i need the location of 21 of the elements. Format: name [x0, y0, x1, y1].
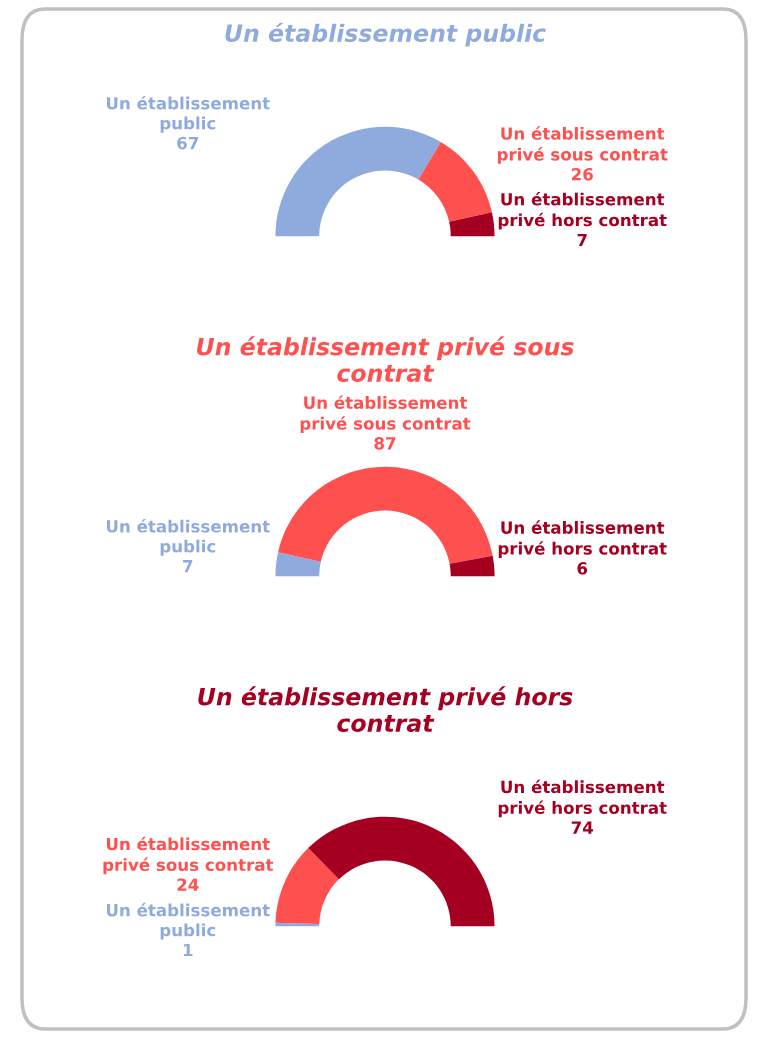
chart-title: Un établissement privé hors contrat — [198, 686, 573, 732]
chart-title: Un établissement privé sous contrat — [197, 336, 574, 382]
slice-label: Un établissement public — [106, 95, 270, 133]
data-label: 26 — [571, 167, 593, 181]
data-label: 7 — [577, 233, 587, 247]
slice-label: Un établissement privé hors contrat — [498, 191, 667, 230]
slice-label: Un établissement privé sous contrat — [497, 126, 668, 164]
data-label: 24 — [177, 878, 199, 891]
slice-label: Un établissement privé sous contrat — [103, 836, 274, 875]
chart-title: Un établissement public — [225, 22, 546, 47]
data-label: 87 — [374, 437, 396, 450]
data-label: 1 — [183, 943, 193, 957]
slice-label: Un établissement public — [106, 519, 270, 556]
data-label: 67 — [177, 136, 199, 150]
slice-label: Un établissement privé hors contrat — [498, 779, 667, 818]
data-label: 6 — [577, 562, 588, 575]
data-label: 7 — [183, 560, 193, 573]
slice-label: Un établissement public — [106, 902, 270, 940]
slice-label: Un établissement privé sous contrat — [300, 395, 471, 433]
data-label: 74 — [571, 821, 594, 834]
slice-label: Un établissement privé hors contrat — [498, 520, 667, 558]
